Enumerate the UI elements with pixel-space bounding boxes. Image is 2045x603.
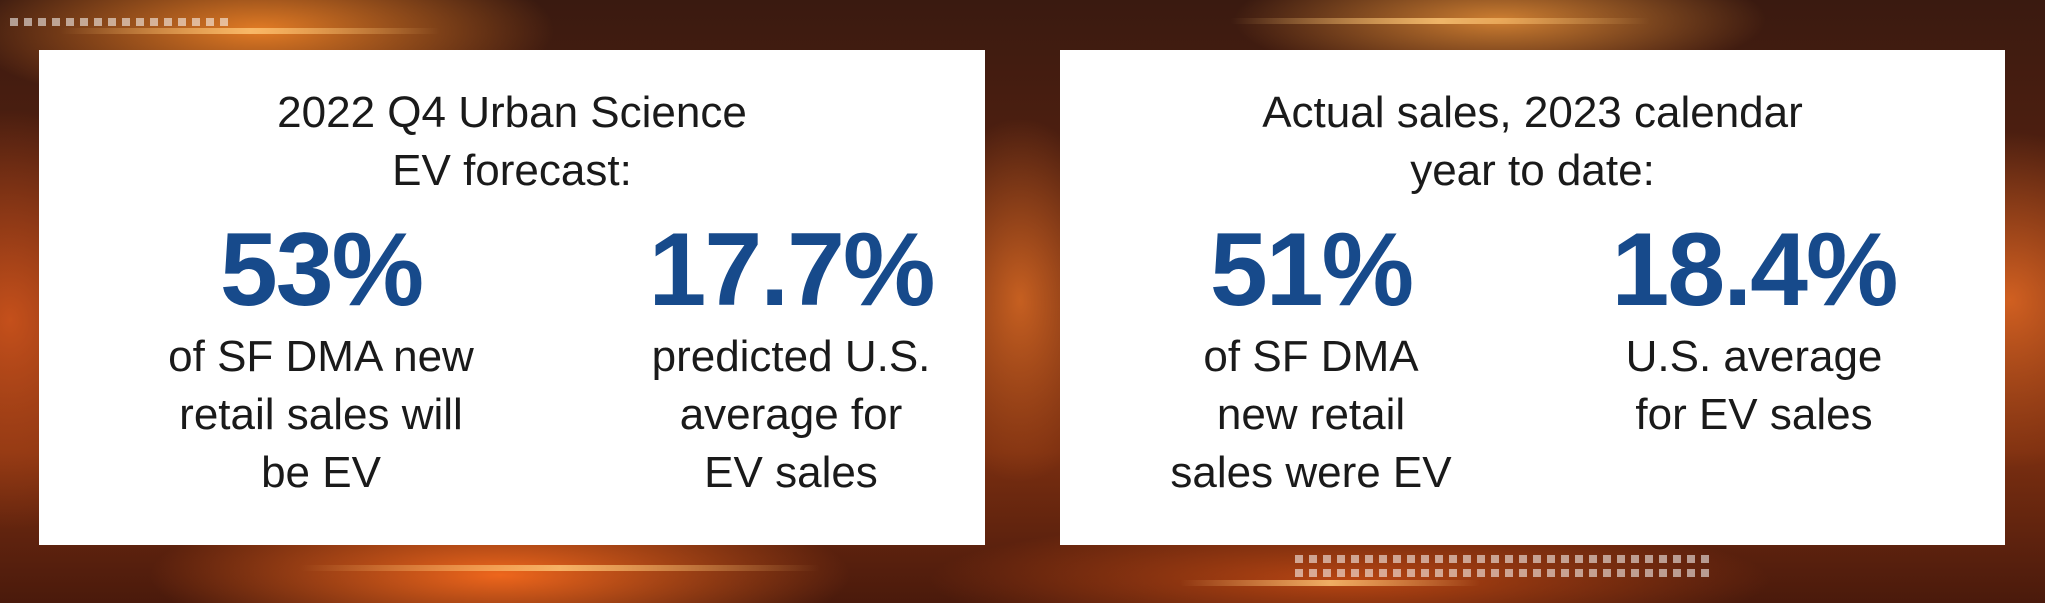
- light-streak: [1230, 18, 1650, 24]
- light-streak: [300, 565, 820, 571]
- decorative-pixel-dots: [1295, 555, 1709, 577]
- light-streak: [60, 28, 440, 34]
- actual-sales-panel: Actual sales, 2023 calendar year to date…: [1060, 50, 2005, 545]
- panel-title: 2022 Q4 Urban Science EV forecast:: [277, 88, 747, 195]
- forecast-panel: 2022 Q4 Urban Science EV forecast: 53% o…: [39, 50, 985, 545]
- stat-block: 51% of SF DMA new retail sales were EV: [1091, 218, 1531, 502]
- stat-description: predicted U.S. average for EV sales: [651, 332, 931, 497]
- panel-title: Actual sales, 2023 calendar year to date…: [1262, 88, 1803, 195]
- stat-description: of SF DMA new retail sales were EV: [1170, 332, 1452, 497]
- stat-block: 18.4% U.S. average for EV sales: [1534, 218, 1974, 444]
- stat-block: 17.7% predicted U.S. average for EV sale…: [571, 218, 1011, 502]
- stat-value: 51%: [1209, 212, 1414, 328]
- decorative-pixel-dots: [10, 18, 228, 26]
- stat-description: U.S. average for EV sales: [1625, 332, 1883, 439]
- stat-description: of SF DMA new retail sales will be EV: [168, 332, 474, 497]
- light-streak: [1180, 580, 1480, 586]
- stat-value: 17.7%: [648, 212, 936, 328]
- stat-block: 53% of SF DMA new retail sales will be E…: [101, 218, 541, 502]
- stat-value: 53%: [219, 212, 424, 328]
- stat-value: 18.4%: [1611, 212, 1899, 328]
